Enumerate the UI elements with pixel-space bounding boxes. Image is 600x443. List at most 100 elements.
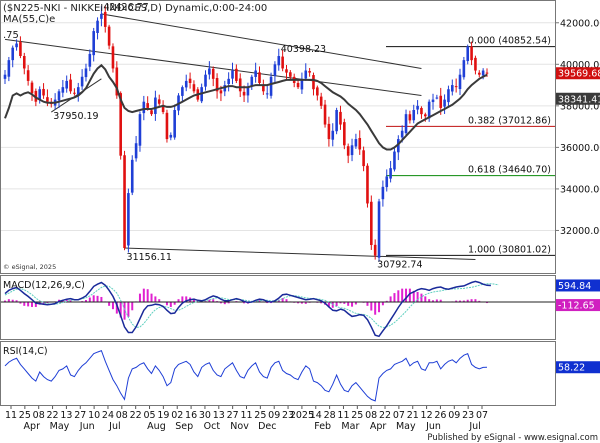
- x-tick-label: 25: [351, 410, 363, 421]
- candle-body: [30, 82, 34, 94]
- candle-body: [73, 92, 76, 94]
- macd-histogram: [4, 288, 492, 320]
- candle-body: [46, 97, 49, 102]
- x-month-label: Jun: [79, 421, 95, 432]
- candle-body: [312, 75, 315, 90]
- candle-body: [92, 31, 95, 56]
- x-tick-label: 28: [324, 410, 336, 421]
- candle-body: [285, 69, 288, 73]
- y-tick-label: 34000.00: [560, 184, 600, 195]
- candle-body: [123, 155, 126, 248]
- candle-body: [235, 68, 238, 81]
- candle-body: [238, 78, 242, 92]
- candle-body: [404, 114, 408, 134]
- x-month-label: May: [396, 421, 416, 432]
- x-tick-label: 02: [171, 410, 183, 421]
- x-tick-label: 23: [462, 410, 474, 421]
- candle-body: [107, 26, 111, 46]
- x-tick-label: 09: [268, 410, 280, 421]
- x-tick-label: 27: [74, 410, 86, 421]
- candle-body: [339, 111, 342, 125]
- candle-body: [308, 71, 311, 73]
- candle-body: [389, 168, 392, 179]
- x-tick-label: 08: [33, 410, 45, 421]
- candle-body: [69, 79, 72, 92]
- candle-body: [142, 101, 146, 114]
- candle-body: [466, 46, 470, 62]
- x-tick-label: 09: [448, 410, 460, 421]
- candle-body: [435, 97, 439, 99]
- candle-body: [269, 76, 273, 96]
- price-badge-label: 38341.41: [558, 94, 600, 105]
- x-tick-label: 2025: [290, 410, 314, 421]
- candle-body: [485, 72, 489, 74]
- candle-body: [300, 78, 304, 90]
- candle-body: [273, 64, 277, 76]
- candle-body: [424, 114, 427, 117]
- candle-body: [242, 91, 246, 96]
- candle-body: [173, 110, 176, 138]
- top-left-fragment: .75: [3, 30, 19, 41]
- x-tick-label: 24: [102, 410, 114, 421]
- candle-body: [254, 70, 257, 77]
- candle-body: [331, 130, 335, 140]
- candle-body: [397, 139, 400, 153]
- x-tick-label: 13: [60, 410, 72, 421]
- price-panel-frame: [0, 0, 556, 274]
- candle-body: [420, 107, 423, 115]
- x-tick-label: 16: [185, 410, 197, 421]
- candle-body: [281, 56, 284, 69]
- candle-body: [7, 60, 11, 77]
- x-tick-label: 11: [5, 410, 17, 421]
- candle-body: [22, 56, 26, 69]
- price-annotation: 31156.11: [127, 252, 172, 263]
- x-month-label: Apr: [370, 421, 387, 432]
- footer-text: Published by eSignal - www.esignal.com: [427, 433, 598, 443]
- candle-body: [227, 78, 230, 85]
- price-annotation: 30792.74: [377, 260, 422, 271]
- candle-body: [19, 42, 22, 56]
- candle-body: [111, 46, 115, 69]
- candle-body: [481, 70, 485, 76]
- candle-body: [80, 76, 84, 87]
- price-annotation: 37950.19: [53, 111, 98, 122]
- x-tick-label: 05: [143, 410, 155, 421]
- x-tick-label: 11: [240, 410, 252, 421]
- candle-body: [258, 72, 261, 83]
- candle-body: [134, 143, 138, 159]
- candle-body: [146, 103, 149, 108]
- candle-body: [393, 151, 396, 170]
- chart-title: ($N225-NKI - NIKKEI INDICES,D) Dynamic,0…: [3, 3, 267, 14]
- x-tick-label: 26: [434, 410, 446, 421]
- x-tick-label: 13: [213, 410, 225, 421]
- candle-body: [304, 70, 308, 79]
- price-annotation: 40398.23: [281, 44, 326, 55]
- ma-line: [4, 63, 488, 151]
- x-tick-label: 11: [337, 410, 349, 421]
- candle-body: [470, 46, 473, 61]
- x-tick-label: 25: [254, 410, 266, 421]
- rsi-badges: 58.22: [556, 361, 600, 374]
- candle-body: [474, 57, 477, 71]
- x-tick-label: 22: [379, 410, 391, 421]
- candle-body: [316, 87, 319, 96]
- x-tick-label: 07: [393, 410, 405, 421]
- y-tick-label: 40000.00: [560, 60, 600, 71]
- x-tick-label: 27: [227, 410, 239, 421]
- x-month-label: Jul: [468, 421, 480, 432]
- candle-body: [84, 68, 88, 78]
- x-month-label: Mar: [341, 421, 359, 432]
- candle-body: [373, 244, 377, 256]
- candle-body: [477, 72, 481, 75]
- x-month-label: Sep: [175, 421, 193, 432]
- candle-body: [204, 74, 207, 87]
- fib-label: 0.000 (40852.54): [468, 36, 551, 47]
- price-gridlines: [1, 22, 555, 231]
- macd-badge-box: [556, 279, 600, 292]
- candle-body: [265, 93, 269, 95]
- candle-body: [362, 150, 365, 167]
- candle-body: [76, 87, 80, 96]
- macd-badge-label: -112.65: [558, 301, 595, 312]
- x-tick-label: 14: [310, 410, 322, 421]
- candle-body: [289, 72, 292, 77]
